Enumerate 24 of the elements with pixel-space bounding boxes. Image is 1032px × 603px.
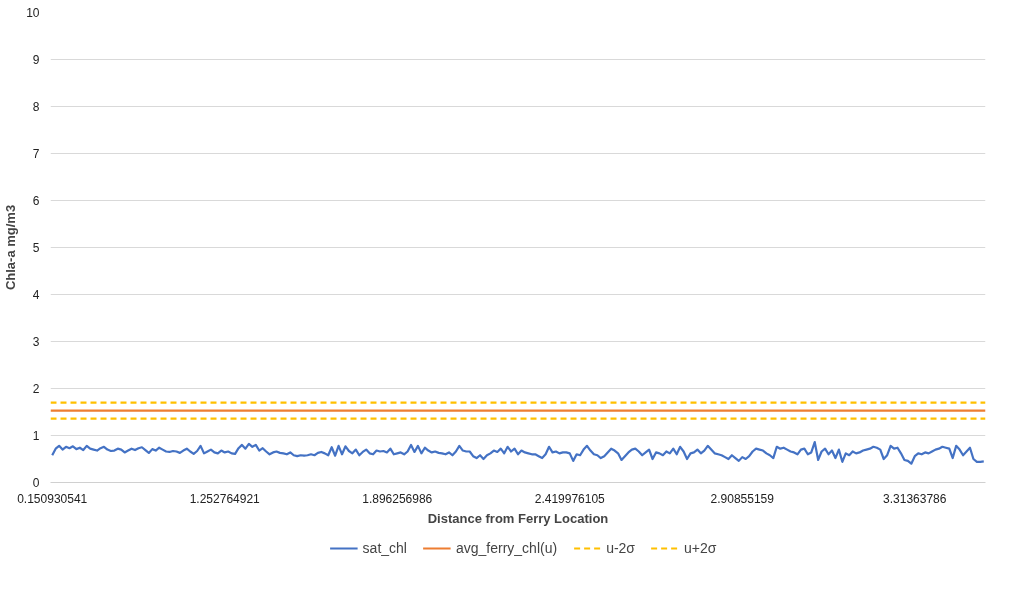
y-tick-label: 1 [32, 429, 40, 443]
y-axis-title: Chla-a mg/m3 [3, 204, 19, 291]
y-tick-label: 7 [32, 147, 40, 161]
y-tick-label: 8 [32, 100, 40, 114]
y-tick-label: 0 [32, 476, 40, 490]
line-series [51, 440, 985, 465]
legend-label: u+2σ [684, 540, 717, 556]
legend-label: sat_chl [362, 540, 407, 556]
x-tick-label: 2.419976105 [534, 491, 606, 506]
legend-label: u-2σ [606, 540, 635, 556]
x-tick-label: 2.90855159 [710, 491, 775, 506]
y-tick-label: 3 [32, 335, 40, 349]
y-tick-label: 6 [32, 194, 40, 208]
y-tick-label: 2 [32, 382, 40, 396]
x-axis-title: Distance from Ferry Location [427, 510, 609, 526]
y-tick-label: 9 [32, 53, 40, 67]
y-tick-label: 4 [32, 288, 40, 302]
legend-label: avg_ferry_chl(u) [455, 540, 558, 556]
x-tick-label: 0.150930541 [17, 491, 88, 506]
y-tick-label: 10 [26, 6, 40, 20]
x-tick-label: 1.896256986 [362, 491, 433, 506]
x-tick-label: 3.31363786 [883, 491, 947, 506]
y-tick-label: 5 [32, 241, 40, 255]
x-tick-label: 1.252764921 [189, 491, 261, 506]
